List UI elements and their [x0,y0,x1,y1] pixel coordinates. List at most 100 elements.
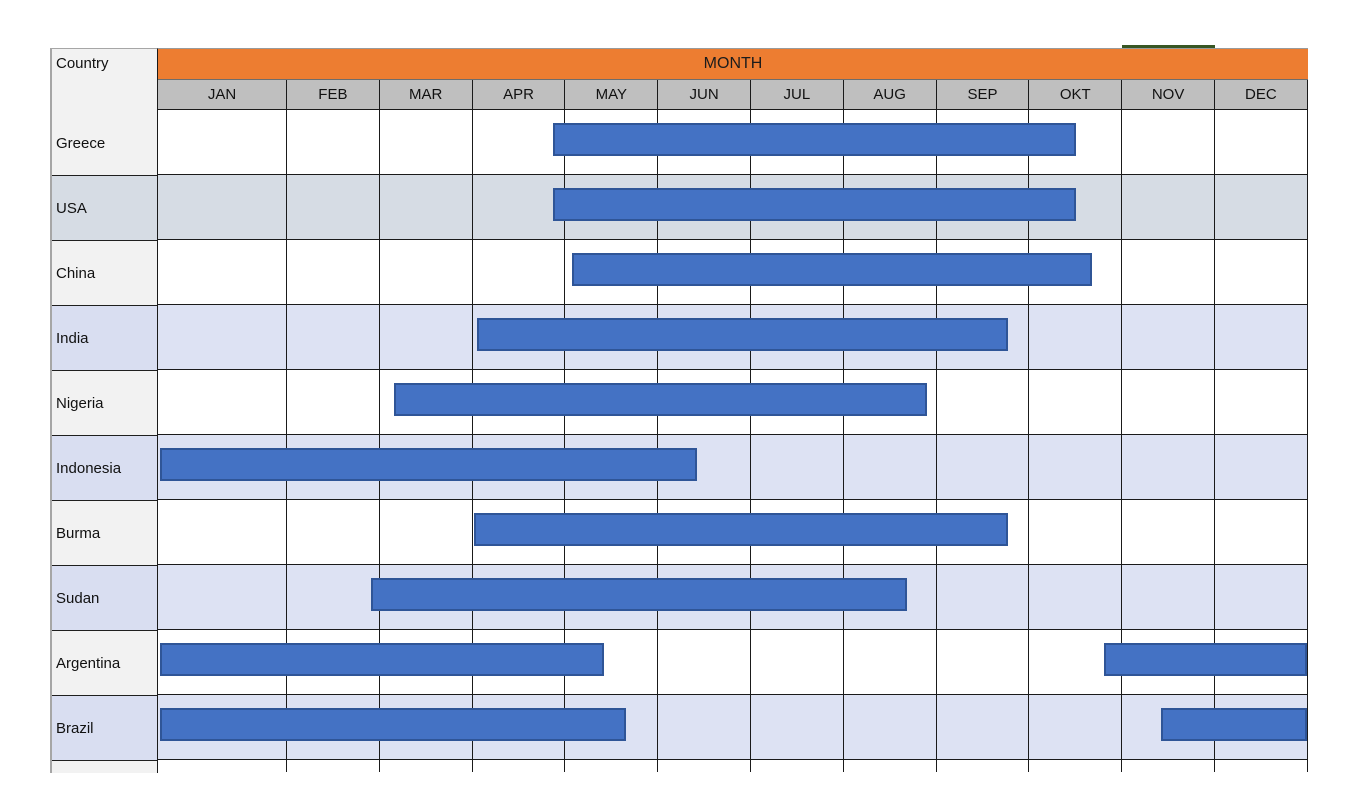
partial-month-cell [1029,760,1123,772]
month-header-cell: MAR [380,80,473,109]
month-cell [287,500,380,564]
month-cell [379,110,473,174]
month-cell [158,110,287,174]
season-bar [474,513,1009,546]
month-cell [1122,435,1215,499]
month-cell [1214,565,1308,629]
month-header-cell: APR [473,80,566,109]
partial-month-cell [658,760,751,772]
country-column: Country Greece USA China India Nigeria Indone… [50,48,158,773]
month-cell [1029,305,1123,369]
month-cell [158,240,287,304]
month-area: MONTH JAN FEB MAR APR MAY JUN JUL AUG SEP OKT NOV D… [158,45,1308,773]
month-cell [1122,175,1215,239]
season-bar [1161,708,1307,741]
partial-month-cell [287,760,380,772]
month-cell [1029,435,1123,499]
month-cell [936,695,1030,759]
table-row [158,630,1308,695]
month-header-row: JAN FEB MAR APR MAY JUN JUL AUG SEP OKT NOV DEC [158,80,1308,110]
month-header-cell: JAN [158,80,287,109]
month-cell [1122,305,1215,369]
month-cell [1122,565,1215,629]
table-row [158,370,1308,435]
month-cell [1214,500,1308,564]
month-cell [936,630,1030,694]
month-cell [1122,240,1215,304]
season-bar [370,578,907,611]
month-cell [1214,435,1308,499]
country-label: Burma [52,501,157,566]
partial-country-cell [52,761,157,773]
month-cell [1214,305,1308,369]
country-label: Brazil [52,696,157,761]
month-cell [936,370,1030,434]
month-cell [750,695,844,759]
month-cell [658,630,751,694]
month-header-cell: FEB [287,80,380,109]
month-cell [287,175,380,239]
season-bar [160,643,605,676]
country-column-header: Country [52,49,157,111]
country-label: Greece [52,111,157,176]
partial-bottom-row [158,760,1308,772]
month-header-cell: DEC [1215,80,1308,109]
partial-month-cell [1214,760,1308,772]
month-cell [1122,110,1215,174]
country-label: Argentina [52,631,157,696]
season-bar [477,318,1009,351]
month-cell [1029,565,1123,629]
country-label: Nigeria [52,371,157,436]
table-row [158,305,1308,370]
month-header-cell: JUN [658,80,751,109]
month-cell [1122,500,1215,564]
month-cell [287,370,380,434]
month-header-cell: JUL [751,80,844,109]
month-cell [843,435,937,499]
month-cell [1029,500,1123,564]
month-cell [379,305,473,369]
month-cell [287,240,380,304]
month-cell [1029,695,1123,759]
table-row [158,435,1308,500]
table-row [158,500,1308,565]
month-banner: MONTH [158,48,1308,80]
month-cell [379,240,473,304]
month-cell [472,110,566,174]
month-cell [843,695,937,759]
month-grid-rows [158,110,1308,760]
month-cell [379,175,473,239]
country-label: China [52,241,157,306]
month-cell [1122,370,1215,434]
season-bar [571,253,1093,286]
partial-month-cell [936,760,1030,772]
month-cell [158,565,287,629]
table-row [158,175,1308,240]
month-cell [287,565,380,629]
partial-month-cell [843,760,937,772]
season-bar [553,188,1076,221]
table-row [158,110,1308,175]
month-cell [750,435,844,499]
table-row [158,240,1308,305]
month-cell [1214,370,1308,434]
month-cell [287,305,380,369]
partial-month-cell [1122,760,1215,772]
month-header-cell: SEP [937,80,1030,109]
month-cell [936,435,1030,499]
partial-month-cell [158,760,287,772]
month-cell [1214,110,1308,174]
season-bar [1103,643,1307,676]
month-cell [1214,175,1308,239]
month-header-cell: MAY [565,80,659,109]
partial-month-cell [565,760,659,772]
table-row [158,565,1308,630]
green-accent-mark [1122,45,1215,48]
season-bar [160,708,626,741]
month-header-cell: NOV [1122,80,1215,109]
seasonal-gantt-table: Country Greece USA China India Nigeria Indone… [50,45,1308,773]
month-cell [158,370,287,434]
partial-month-cell [472,760,566,772]
country-label: India [52,306,157,371]
month-cell [1029,370,1123,434]
